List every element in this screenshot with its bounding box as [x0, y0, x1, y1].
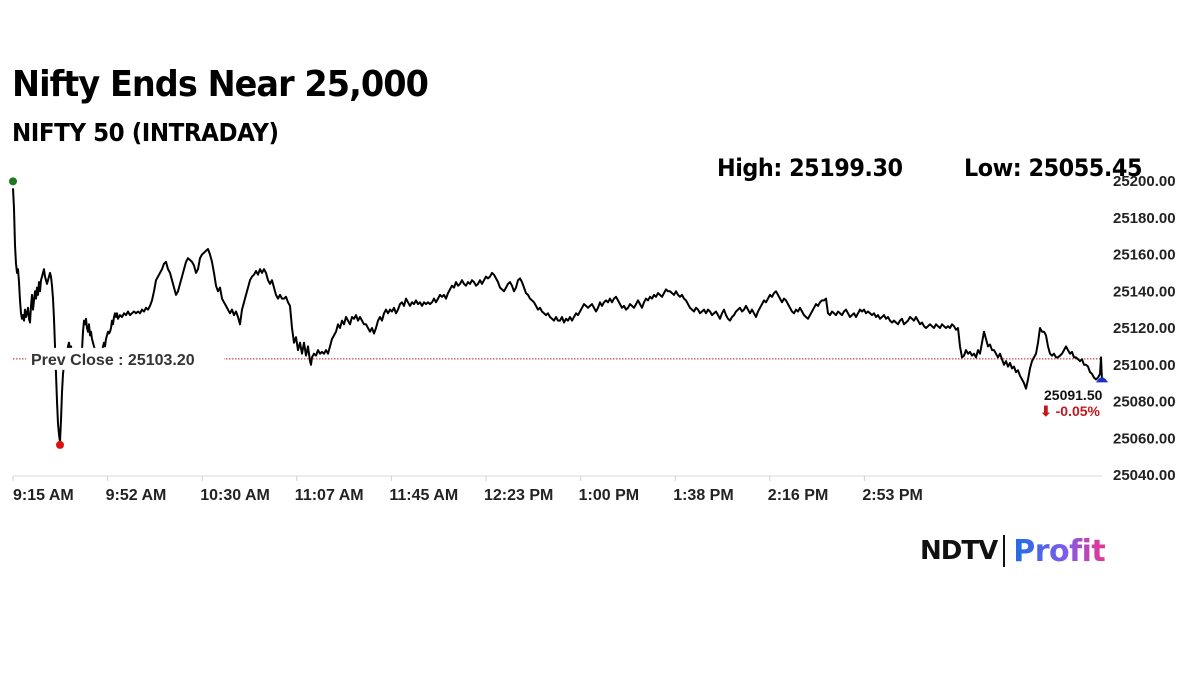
ndtv-wordmark: NDTV: [920, 536, 998, 566]
y-tick-label: 25180.00: [1113, 210, 1176, 227]
low-marker: [56, 440, 64, 449]
x-tick-label: 1:38 PM: [673, 487, 733, 504]
y-tick-label: 25100.00: [1113, 357, 1176, 374]
change-percent-label: ⬇ -0.05%: [1040, 403, 1101, 419]
chart-subtitle: NIFTY 50 (INTRADAY): [12, 118, 279, 147]
high-marker: [9, 177, 17, 186]
y-tick-label: 25160.00: [1113, 247, 1176, 264]
x-tick-label: 11:07 AM: [295, 487, 364, 504]
x-axis-ticks: 9:15 AM 9:52 AM 10:30 AM 11:07 AM 11:45 AM 12…: [12, 476, 923, 504]
x-tick-label: 10:30 AM: [200, 487, 270, 504]
x-tick-label: 11:45 AM: [389, 487, 458, 504]
profit-wordmark: Profit: [1013, 533, 1106, 569]
x-tick-label: 2:16 PM: [768, 487, 828, 504]
prev-close-label: Prev Close : 25103.20: [31, 352, 195, 369]
x-tick-label: 9:15 AM: [13, 487, 74, 504]
chart-title: Nifty Ends Near 25,000: [12, 64, 429, 105]
logo-divider: [1003, 535, 1006, 567]
x-tick-label: 2:53 PM: [862, 487, 922, 504]
x-tick-label: 12:23 PM: [484, 487, 553, 504]
y-tick-label: 25060.00: [1113, 430, 1176, 447]
y-tick-label: 25140.00: [1113, 283, 1176, 300]
price-line: [12, 188, 1103, 443]
ndtv-profit-logo: NDTV Profit: [920, 532, 1106, 570]
x-tick-label: 1:00 PM: [579, 487, 639, 504]
low-stat: Low: 25055.45: [964, 154, 1143, 182]
y-tick-label: 25040.00: [1113, 467, 1176, 484]
x-tick-label: 9:52 AM: [106, 487, 167, 504]
y-tick-label: 25200.00: [1113, 173, 1176, 190]
prev-close-label-bg: [26, 347, 224, 370]
y-axis-ticks: 25200.00 25180.00 25160.00 25140.00 25120.00…: [1113, 173, 1176, 484]
high-stat: High: 25199.30: [717, 154, 903, 182]
y-tick-label: 25120.00: [1113, 320, 1176, 337]
last-price-marker: [1096, 377, 1108, 383]
last-price-label: 25091.50: [1044, 387, 1103, 403]
y-tick-label: 25080.00: [1113, 394, 1176, 411]
